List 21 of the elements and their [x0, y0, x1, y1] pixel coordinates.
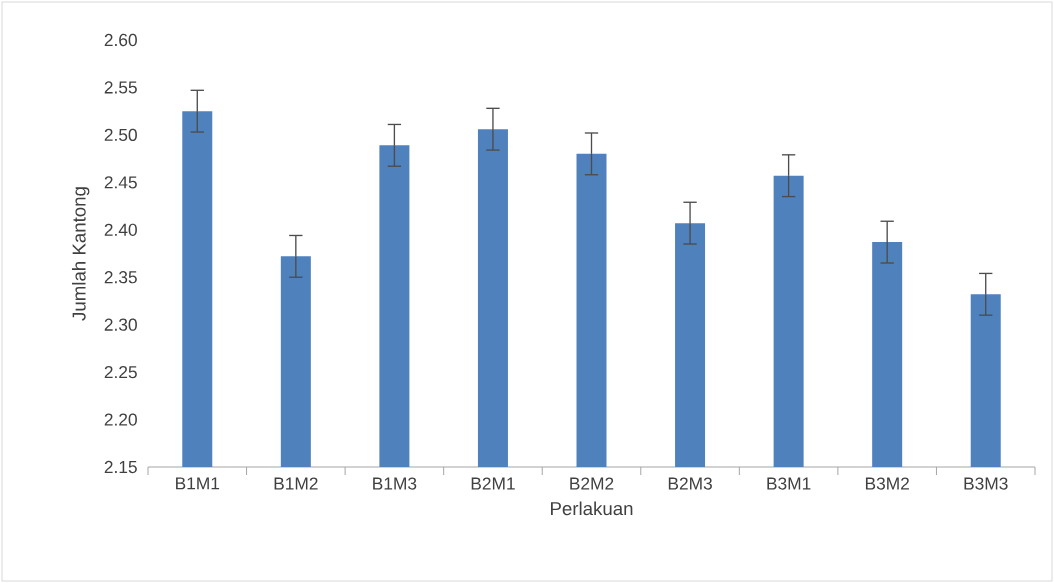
y-tick-label: 2.30 — [104, 318, 137, 331]
y-tick-label: 2.40 — [104, 223, 137, 236]
y-tick-label: 2.55 — [104, 81, 137, 94]
y-tick-label: 2.60 — [104, 33, 137, 47]
x-tick-label: B3M2 — [865, 477, 909, 490]
y-tick-label: 2.45 — [104, 176, 137, 189]
x-tick-label: B2M3 — [668, 477, 712, 490]
x-tick-label: B2M2 — [570, 477, 614, 490]
y-tick-label: 2.20 — [104, 413, 137, 426]
x-tick-label: B1M3 — [373, 477, 417, 490]
x-axis-title: Perlakuan — [551, 501, 633, 516]
x-tick-label: B1M2 — [274, 477, 318, 490]
x-tick-label: B3M1 — [767, 477, 811, 490]
y-tick-label: 2.25 — [104, 365, 137, 379]
x-tick-label: B1M1 — [176, 477, 220, 490]
y-tick-label: 2.35 — [104, 271, 137, 284]
y-tick-label: 2.15 — [104, 460, 137, 474]
y-tick-label: 2.50 — [104, 128, 137, 142]
x-tick-label: B3M3 — [964, 477, 1008, 490]
x-tick-label: B2M1 — [471, 477, 515, 490]
y-axis-title: Jumlah Kantong — [71, 187, 90, 321]
